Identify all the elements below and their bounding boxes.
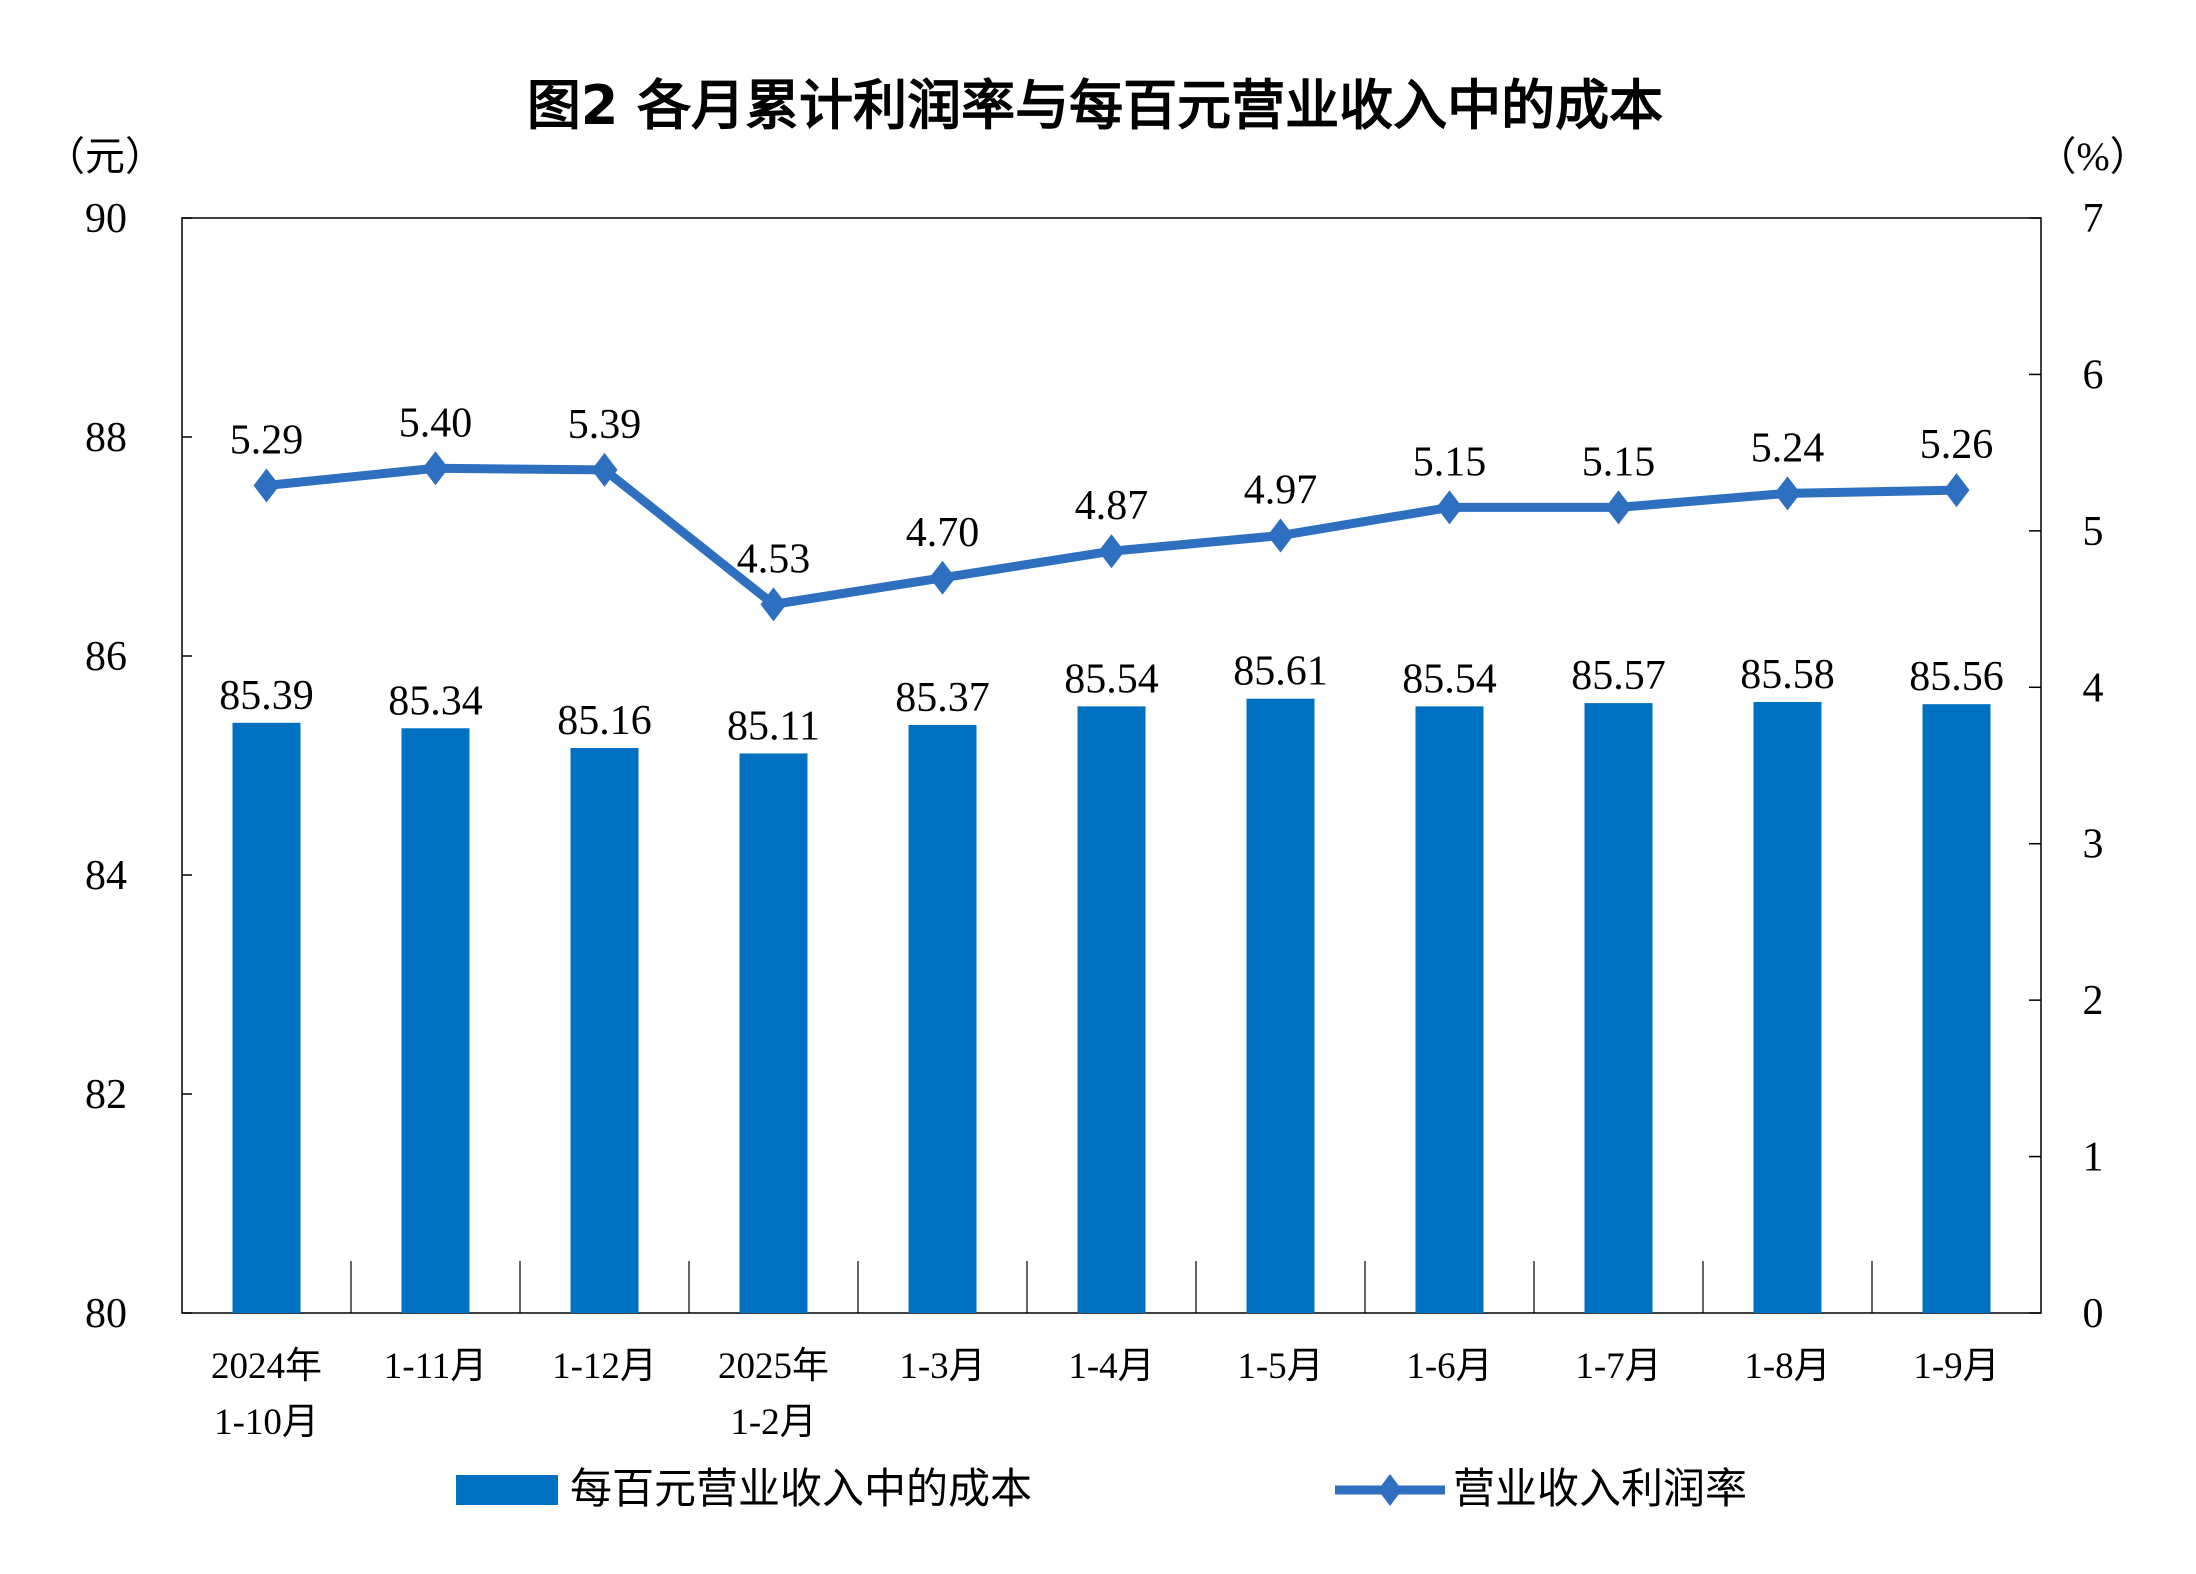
left-tick-label: 80 (85, 1291, 127, 1337)
right-tick-label: 0 (2083, 1291, 2104, 1337)
legend-label-bar: 每百元营业收入中的成本 (570, 1467, 1032, 1513)
bar-data-label: 85.11 (727, 703, 820, 749)
right-axis-unit: （%） (2036, 134, 2149, 179)
legend-marker-diamond (1378, 1474, 1402, 1506)
line-data-label: 5.40 (399, 400, 473, 446)
right-axis: 0 1 2 3 4 5 6 7 (2029, 196, 2104, 1337)
right-tick-label: 6 (2083, 352, 2104, 398)
bar (401, 728, 470, 1313)
bar-data-label: 85.39 (219, 673, 314, 719)
bar (232, 722, 301, 1313)
bar (1077, 706, 1146, 1313)
right-tick-label: 2 (2083, 978, 2104, 1024)
category-label: 1-5月 (1237, 1346, 1323, 1387)
line-marker-diamond (1436, 490, 1463, 525)
line-marker-diamond (591, 452, 618, 487)
line-marker-diamond (1943, 473, 1970, 508)
line-marker-diamond (422, 451, 449, 486)
category-label: 1-7月 (1575, 1346, 1661, 1387)
left-tick-label: 84 (85, 853, 127, 899)
category-label: 1-11月 (384, 1346, 487, 1387)
left-axis-unit: （元） (45, 134, 165, 179)
line-marker-diamond (1774, 476, 1801, 511)
bar (1584, 703, 1653, 1313)
category-label: 2024年 (211, 1345, 322, 1387)
bar-data-label: 85.61 (1233, 649, 1328, 695)
bar-series: 85.39 85.34 85.16 85.11 85.37 85.54 85.61 85.54… (219, 649, 2004, 1313)
bar (739, 753, 808, 1313)
category-label: 1-3月 (899, 1346, 985, 1387)
legend: 每百元营业收入中的成本 营业收入利润率 (456, 1466, 1747, 1513)
bar (1753, 701, 1822, 1313)
line-data-label: 4.53 (737, 536, 811, 582)
bar-data-label: 85.58 (1740, 652, 1835, 698)
bar-data-label: 85.16 (557, 698, 652, 744)
bar-data-label: 85.37 (895, 675, 990, 721)
x-axis: 2024年 1-10月 1-11月 1-12月 2025年 1-2月 1-3月 1-4月 1-5… (211, 1261, 2000, 1443)
line-data-label: 4.70 (906, 510, 980, 556)
line-series: 5.29 5.40 5.39 4.53 4.70 4.87 4.97 5.15 5.15 5.24… (230, 400, 1994, 622)
right-tick-label: 1 (2083, 1135, 2104, 1181)
line-data-label: 5.15 (1413, 439, 1487, 485)
left-tick-label: 86 (85, 634, 127, 680)
line-data-label: 5.26 (1920, 422, 1994, 468)
left-tick-label: 90 (85, 196, 127, 242)
bar-data-label: 85.54 (1402, 656, 1497, 702)
bar (1246, 698, 1315, 1313)
bar-data-label: 85.54 (1064, 656, 1159, 702)
line-marker-diamond (1098, 534, 1125, 569)
left-axis: 80 82 84 86 88 90 (85, 196, 192, 1337)
legend-swatch-bar (456, 1475, 558, 1505)
line-data-label: 5.39 (568, 402, 642, 448)
category-label: 1-8月 (1744, 1346, 1830, 1387)
right-tick-label: 7 (2083, 196, 2104, 242)
category-label: 2025年 (718, 1345, 829, 1387)
line-marker-diamond (929, 560, 956, 595)
line-data-label: 4.97 (1244, 468, 1318, 514)
category-label: 1-9月 (1913, 1346, 1999, 1387)
bar-data-label: 85.34 (388, 678, 483, 724)
left-tick-label: 88 (85, 415, 127, 461)
legend-label-line: 营业收入利润率 (1453, 1466, 1747, 1513)
chart-title: 图2 各月累计利润率与每百元营业收入中的成本 (527, 74, 1663, 137)
bar-data-label: 85.56 (1909, 654, 2004, 700)
right-tick-label: 4 (2083, 665, 2104, 711)
bar-data-label: 85.57 (1571, 653, 1666, 699)
line-data-label: 5.24 (1751, 425, 1825, 471)
line-marker-diamond (760, 587, 787, 622)
line-data-label: 5.29 (230, 417, 304, 463)
bar (1922, 704, 1991, 1313)
category-label: 1-2月 (730, 1402, 816, 1443)
category-label: 1-12月 (552, 1346, 657, 1387)
line-marker-diamond (1605, 490, 1632, 525)
category-label: 1-10月 (214, 1402, 319, 1443)
right-tick-label: 3 (2083, 822, 2104, 868)
bar (570, 747, 639, 1313)
line-data-label: 5.15 (1582, 439, 1656, 485)
category-label: 1-4月 (1068, 1346, 1154, 1387)
right-tick-label: 5 (2083, 509, 2104, 555)
line-marker-diamond (253, 468, 280, 503)
bar (908, 724, 977, 1313)
category-label: 1-6月 (1406, 1346, 1492, 1387)
left-tick-label: 82 (85, 1072, 127, 1118)
line-data-label: 4.87 (1075, 483, 1149, 529)
bar (1415, 706, 1484, 1313)
line-marker-diamond (1267, 518, 1294, 553)
